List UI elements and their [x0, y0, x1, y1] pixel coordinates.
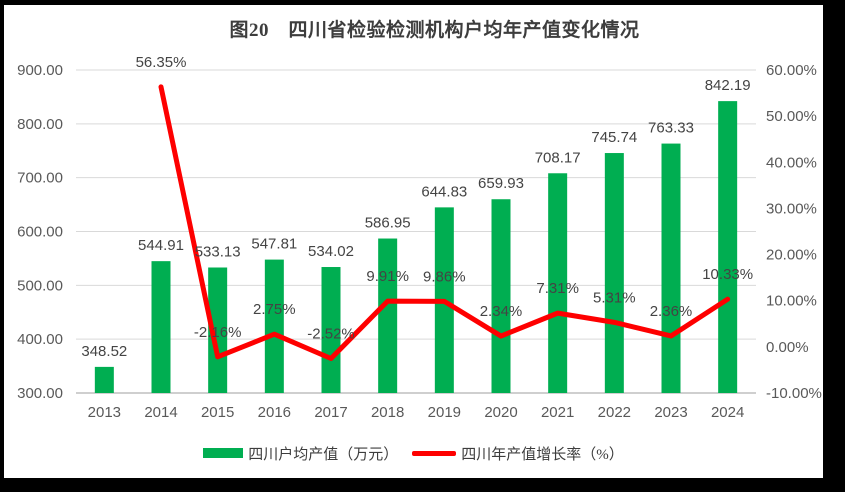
left-axis-tick: 800.00 — [17, 116, 63, 133]
legend-line-label: 四川年产值增长率（%） — [461, 446, 624, 463]
bar-2023 — [661, 143, 681, 393]
chart-title: 图20 四川省检验检测机构户均年产值变化情况 — [229, 20, 640, 41]
bar-value-label: 644.83 — [421, 183, 467, 200]
right-axis-tick: 20.00% — [766, 247, 817, 264]
line-value-label: 56.35% — [136, 54, 187, 71]
line-value-label: 2.75% — [253, 301, 296, 318]
bar-value-label: 534.02 — [308, 243, 354, 260]
right-axis-tick: 30.00% — [766, 200, 817, 217]
x-axis-label: 2021 — [541, 404, 574, 421]
bar-value-label: 842.19 — [705, 77, 751, 94]
line-value-label: 10.33% — [702, 266, 753, 283]
bar-2022 — [604, 153, 624, 393]
growth-rate-line — [158, 84, 731, 361]
right-axis-tick: 40.00% — [766, 154, 817, 171]
chart-legend: 四川户均产值（万元） 四川年产值增长率（%） — [4, 442, 823, 464]
bar-2013 — [94, 366, 114, 393]
x-axis-label: 2016 — [258, 404, 291, 421]
bar-2018 — [378, 238, 398, 393]
bar-value-label: 348.52 — [81, 343, 127, 360]
line-value-label: -2.52% — [307, 325, 355, 342]
line-value-label: 5.31% — [593, 289, 636, 306]
bar-value-label: 708.17 — [535, 149, 581, 166]
legend-bar-label: 四川户均产值（万元） — [248, 446, 399, 463]
x-axis-label: 2017 — [314, 404, 347, 421]
x-axis-label: 2022 — [598, 404, 631, 421]
left-axis-tick: 400.00 — [17, 331, 63, 348]
right-axis-tick: -10.00% — [766, 385, 822, 402]
bar-value-label: 544.91 — [138, 237, 184, 254]
left-axis-tick: 300.00 — [17, 385, 63, 402]
right-axis-tick: 0.00% — [766, 339, 809, 356]
line-value-label: 7.31% — [536, 280, 579, 297]
x-axis-label: 2015 — [201, 404, 234, 421]
bar-value-label: 659.93 — [478, 175, 524, 192]
line-value-label: 2.36% — [650, 303, 693, 320]
bar-2014 — [151, 261, 171, 393]
bar-2024 — [718, 101, 738, 394]
bar-value-label: 745.74 — [591, 129, 637, 146]
bar-value-label: 763.33 — [648, 120, 694, 137]
x-axis-label: 2023 — [654, 404, 687, 421]
line-value-label: 2.34% — [480, 303, 523, 320]
bar-2015 — [208, 267, 228, 393]
left-axis-tick: 700.00 — [17, 170, 63, 187]
left-axis-tick: 600.00 — [17, 224, 63, 241]
x-axis-label: 2024 — [711, 404, 744, 421]
x-axis-label: 2013 — [88, 404, 121, 421]
bar-2016 — [264, 259, 284, 393]
line-value-label: 9.86% — [423, 268, 466, 285]
right-axis-tick: 50.00% — [766, 108, 817, 125]
left-axis-tick: 900.00 — [17, 62, 63, 79]
x-axis-label: 2014 — [144, 404, 177, 421]
x-axis-label: 2018 — [371, 404, 404, 421]
right-axis-tick: 10.00% — [766, 293, 817, 310]
x-axis-label: 2020 — [484, 404, 517, 421]
legend-line-swatch-icon — [412, 450, 457, 456]
bar-2021 — [548, 173, 568, 393]
legend-bar-swatch-icon — [203, 448, 244, 458]
chart-area: 图20 四川省检验检测机构户均年产值变化情况 300.00 400.00 500.0… — [4, 5, 823, 478]
bar-value-label: 547.81 — [251, 236, 297, 253]
bar-2017 — [321, 267, 341, 393]
x-axis-label: 2019 — [428, 404, 461, 421]
bar-value-label: 533.13 — [195, 243, 241, 260]
line-value-label: 9.91% — [366, 268, 409, 285]
bar-2020 — [491, 199, 511, 393]
left-axis-tick: 500.00 — [17, 277, 63, 294]
line-value-label: -2.16% — [194, 324, 242, 341]
combo-chart-plot: 300.00 400.00 500.00 600.00 700.00 800.00 900.… — [17, 54, 822, 421]
right-axis-tick: 60.00% — [766, 62, 817, 79]
bar-value-label: 586.95 — [365, 215, 411, 232]
